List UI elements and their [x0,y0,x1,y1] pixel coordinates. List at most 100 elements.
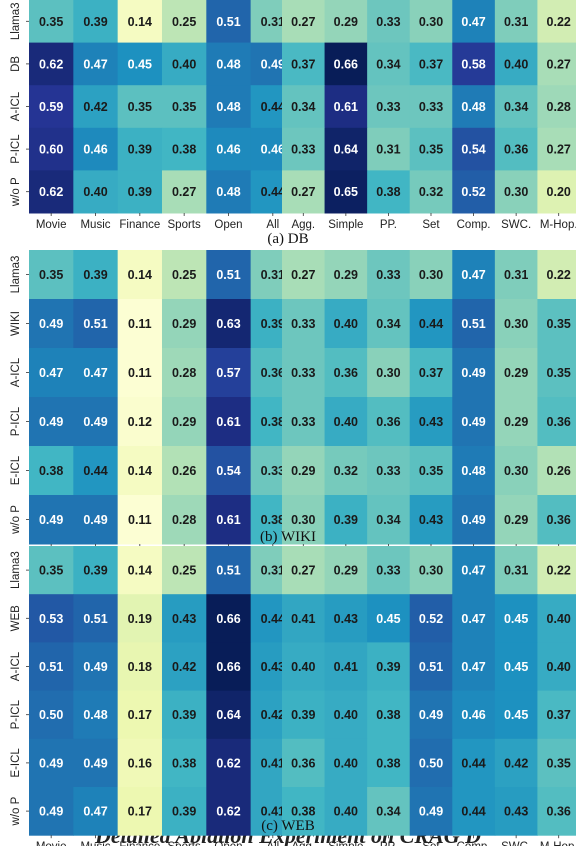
heatmap-cell-right [537,642,576,692]
heatmap-cell-right [452,250,496,300]
heatmap-cell-right [324,446,368,496]
cell-value-label: 0.30 [419,564,443,578]
heatmap-cell-left [29,690,74,740]
heatmap-cell-left [161,85,207,129]
cell-value-label: 0.11 [128,317,152,331]
cell-value-label: 0.39 [376,660,400,674]
cell-value-label: 0.44 [261,612,285,626]
heatmap-cell-right [409,546,453,595]
cell-value-label: 0.29 [504,513,528,527]
cell-value-label: 0.33 [291,143,315,157]
heatmap-cell-left [161,546,207,595]
cell-value-label: 0.43 [334,612,358,626]
heatmap-cell-right [282,127,326,171]
y-tick-label-w-o-p: w/o P [10,796,22,826]
cell-value-label: 0.39 [291,708,315,722]
cell-value-label: 0.33 [376,15,400,29]
x-tick-label-comp: Comp. [457,841,491,846]
y-tick-label-wiki: WIKI [10,311,22,336]
heatmap-cell-right [324,170,368,214]
cell-value-label: 0.47 [83,366,107,380]
cell-value-label: 0.39 [261,317,285,331]
x-tick-label-m-hop: M-Hop. [540,841,576,846]
heatmap-cell-right [367,0,411,44]
cell-value-label: 0.66 [216,660,240,674]
cell-value-label: 0.30 [291,513,315,527]
heatmap-cell-right [282,738,326,788]
cell-value-label: 0.38 [376,756,400,770]
cell-value-label: 0.40 [172,57,196,71]
cell-value-label: 0.25 [172,268,196,282]
heatmap-cell-right [452,299,496,349]
cell-value-label: 0.37 [291,57,315,71]
heatmap-cell-right [452,738,496,788]
heatmap-panel-1: 0.35 0.39 0.14 0.25 0.51 0.31 0.62 0.47 0.45 0.40… [10,0,576,247]
cell-value-label: 0.49 [261,57,285,71]
cell-value-label: 0.30 [504,185,528,199]
cell-value-label: 0.42 [261,708,285,722]
cell-value-label: 0.38 [261,415,285,429]
heatmap-cell-right [537,446,576,496]
heatmap-cell-right [537,594,576,643]
heatmap-cell-right [409,348,453,398]
heatmap-cell-right [452,42,496,86]
cell-value-label: 0.37 [547,708,571,722]
heatmap-cell-right [409,738,453,788]
heatmap-cell-right [282,690,326,740]
cell-value-label: 0.33 [376,564,400,578]
heatmap-cell-left [161,594,207,643]
cell-value-label: 0.32 [419,185,443,199]
cell-value-label: 0.52 [461,185,485,199]
x-tick-label-comp: Comp. [457,219,491,231]
cell-value-label: 0.27 [291,564,315,578]
heatmap-cell-left [161,738,207,788]
cell-value-label: 0.46 [83,143,107,157]
y-tick-label-db: DB [10,56,22,72]
cell-value-label: 0.38 [261,513,285,527]
heatmap-cell-left [73,690,119,740]
heatmap-cell-right [367,642,411,692]
cell-value-label: 0.35 [39,15,63,29]
heatmap-cell-right [324,690,368,740]
heatmap-cell-right [409,127,453,171]
heatmap-cell-left [117,787,163,836]
cell-value-label: 0.47 [461,268,485,282]
heatmap-cell-right [452,495,496,545]
heatmap-cell-left [117,299,163,349]
heatmap-cell-left [161,170,207,214]
heatmap-cell-right [367,348,411,398]
heatmap-cell-right [282,594,326,643]
heatmap-cell-left [73,170,119,214]
cell-value-label: 0.35 [547,317,571,331]
cell-value-label: 0.59 [39,100,63,114]
cell-value-label: 0.36 [334,366,358,380]
x-tick-label-finance: Finance [119,219,160,231]
heatmap-cell-left [161,250,207,300]
heatmap-cell-left [206,787,252,836]
heatmap-cell-right [494,397,538,447]
heatmap-cell-left [161,127,207,171]
heatmap-cell-right [537,690,576,740]
cell-value-label: 0.44 [261,185,285,199]
cell-value-label: 0.14 [128,464,152,478]
y-tick-label-p-icl: P-ICL [10,134,22,164]
heatmap-cell-right [537,0,576,44]
x-tick-label-movie: Movie [36,219,67,231]
heatmap-cell-left [206,250,252,300]
cell-value-label: 0.52 [419,612,443,626]
heatmap-cell-right [367,85,411,129]
cell-value-label: 0.46 [461,708,485,722]
heatmap-cell-right [494,127,538,171]
cell-value-label: 0.38 [376,708,400,722]
x-tick-label-set: Set [422,219,440,231]
panel-caption: (b) WIKI [260,529,316,545]
cell-value-label: 0.40 [504,57,528,71]
cell-value-label: 0.34 [376,57,400,71]
heatmap-cell-left [117,397,163,447]
heatmap-cell-right [494,0,538,44]
cell-value-label: 0.31 [376,143,400,157]
cell-value-label: 0.49 [461,366,485,380]
heatmap-cell-left [206,170,252,214]
heatmap-cell-right [282,495,326,545]
cell-value-label: 0.14 [128,564,152,578]
